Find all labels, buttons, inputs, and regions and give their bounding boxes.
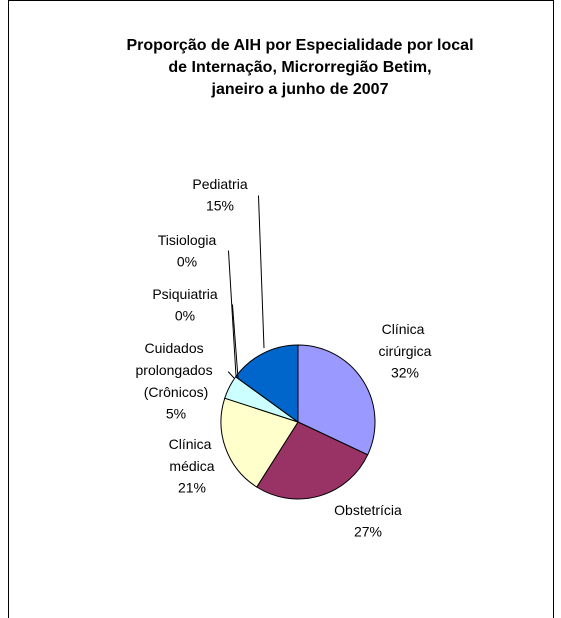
slice-label: Tisiologia <box>158 232 217 248</box>
slice-label: Pediatria <box>192 176 247 192</box>
slice-label: Cuidados prolongados (Crônicos) <box>136 340 217 400</box>
chart-title: de Internação, Microrregião Betim, <box>168 59 431 76</box>
pie-slice <box>297 344 376 456</box>
slice-label: Obstetrícia <box>334 502 402 518</box>
value-label: 32% <box>391 365 419 381</box>
chart-title: Proporção de AIH por Especialidade por l… <box>126 37 473 54</box>
slice-label: Psiquiatria <box>152 286 218 302</box>
pie-slice <box>220 397 299 488</box>
leader-line <box>258 195 265 349</box>
value-label: 0% <box>175 308 195 324</box>
pie-slice <box>256 421 369 500</box>
leader-line <box>228 371 235 379</box>
chart-frame <box>8 0 554 618</box>
value-label: 5% <box>166 406 186 422</box>
value-label: 15% <box>206 198 234 214</box>
value-label: 27% <box>354 524 382 540</box>
slice-label: Clínica cirúrgica <box>379 321 432 359</box>
slice-label: Clínica médica <box>169 436 216 474</box>
leader-line <box>228 250 237 377</box>
value-label: 21% <box>178 480 206 496</box>
chart-title: janeiro a junho de 2007 <box>211 81 389 98</box>
value-label: 0% <box>177 254 197 270</box>
pie-slice <box>235 344 299 423</box>
